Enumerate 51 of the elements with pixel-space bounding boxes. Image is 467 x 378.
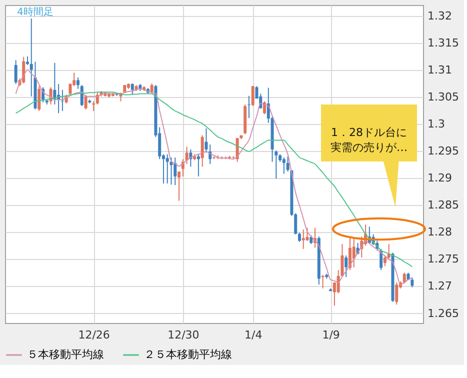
candlestick (383, 254, 386, 267)
legend-label: ２５本移動平均線 (144, 348, 232, 361)
y-tick-label: 1.275 (428, 252, 459, 266)
candlestick (60, 89, 64, 112)
y-tick-label: 1.265 (428, 306, 459, 320)
candlestick (68, 82, 72, 96)
candlestick (410, 277, 414, 288)
candlestick (352, 238, 356, 268)
candlestick (282, 157, 286, 174)
y-tick-label: 1.32 (428, 9, 452, 22)
candlestick (178, 171, 181, 202)
y-tick-label: 1.285 (428, 198, 459, 212)
candlestick (247, 95, 250, 119)
candlestick (395, 282, 398, 306)
x-tick-label: 1/4 (244, 328, 262, 342)
candlestick (174, 157, 177, 186)
candlestick (38, 86, 41, 112)
candlestick (251, 86, 254, 107)
x-tick-label: 1/9 (322, 328, 340, 342)
candlestick (402, 272, 406, 284)
candlestick (344, 254, 348, 278)
annotation: 1．28ドル台に実需の売りが… (330, 126, 408, 154)
y-tick-label: 1.305 (428, 90, 459, 104)
candlestick (348, 238, 352, 270)
candlestick (166, 154, 169, 184)
candlestick (84, 94, 88, 110)
candlestick (306, 227, 309, 242)
candlestick (76, 76, 80, 90)
y-tick-label: 1.3 (428, 117, 445, 130)
x-tick-label: 12/30 (168, 328, 200, 342)
candlestick (380, 248, 383, 270)
y-tick-label: 1.29 (428, 172, 452, 185)
y-tick-label: 1.315 (428, 36, 459, 50)
candlestick (321, 274, 324, 289)
legend-label: ５本移動平均線 (27, 348, 104, 361)
candlestick (196, 154, 200, 177)
candlestick (185, 146, 188, 164)
candlestick (298, 232, 301, 242)
y-tick-label: 1.31 (428, 63, 452, 76)
y-tick-label: 1.295 (428, 144, 459, 158)
candlestick (14, 60, 18, 84)
candlestick (130, 82, 134, 96)
x-tick-label: 12/26 (78, 328, 110, 342)
candlestick (302, 228, 305, 250)
candlestick (204, 128, 208, 154)
candlestick (30, 18, 33, 97)
candlestick (200, 134, 204, 168)
y-tick-label: 1.28 (428, 226, 452, 239)
annotation: 4時間足 (17, 6, 54, 18)
candlestick (92, 100, 96, 112)
y-tick-label: 1.27 (428, 280, 452, 293)
